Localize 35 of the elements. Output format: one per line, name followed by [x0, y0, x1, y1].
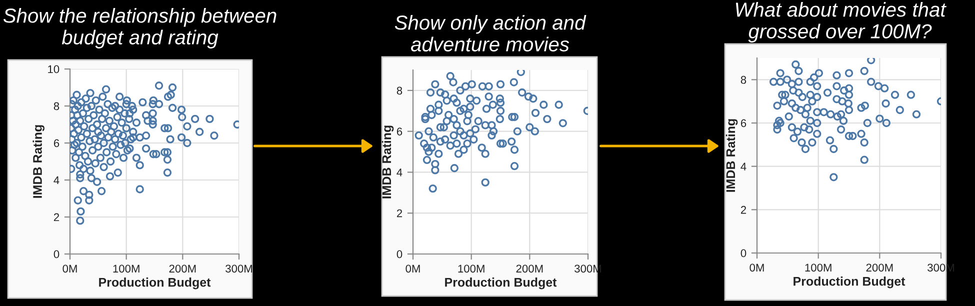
x-tick-label: 0M	[62, 264, 77, 273]
y-tick-label: 10	[48, 65, 60, 74]
x-tick-label: 100M	[113, 264, 140, 273]
y-tick-label: 6	[54, 139, 60, 148]
y-axis-title: IMDB Rating	[382, 126, 394, 198]
x-tick-label: 200M	[169, 264, 196, 273]
y-tick-label: 2	[740, 206, 746, 214]
y-tick-label: 6	[396, 128, 402, 136]
x-tick-label: 200M	[516, 264, 543, 273]
y-tick-label: 8	[740, 76, 746, 84]
x-tick-label: 200M	[866, 264, 893, 272]
chart-title: Show the relationship between budget and rating	[3, 8, 276, 48]
y-tick-label: 8	[54, 102, 60, 110]
x-axis-title: Production Budget	[99, 278, 211, 290]
x-tick-label: 0M	[406, 264, 420, 273]
y-tick-label: 2	[54, 213, 60, 222]
x-tick-label: 100M	[458, 264, 484, 273]
chart-title: Show only action and adventure movies	[394, 15, 586, 52]
y-tick-label: 4	[54, 176, 60, 184]
x-axis-title: Production Budget	[794, 276, 906, 288]
x-tick-label: 0M	[750, 264, 764, 272]
x-tick-label: 300M	[226, 264, 252, 273]
chart-title: What about movies that grossed over 100M?	[736, 2, 946, 42]
y-tick-label: 4	[740, 162, 746, 170]
x-tick-label: 100M	[805, 264, 832, 272]
y-tick-label: 6	[740, 119, 746, 128]
y-tick-label: 0	[396, 250, 402, 258]
x-axis-title: Production Budget	[445, 278, 557, 290]
y-tick-label: 0	[740, 249, 746, 258]
y-axis-title: IMDB Rating	[726, 119, 738, 192]
y-axis-title: IMDB Rating	[32, 125, 44, 198]
y-tick-label: 0	[54, 250, 60, 258]
y-tick-label: 4	[396, 168, 402, 176]
y-tick-label: 2	[396, 209, 402, 218]
y-tick-label: 8	[396, 86, 402, 95]
